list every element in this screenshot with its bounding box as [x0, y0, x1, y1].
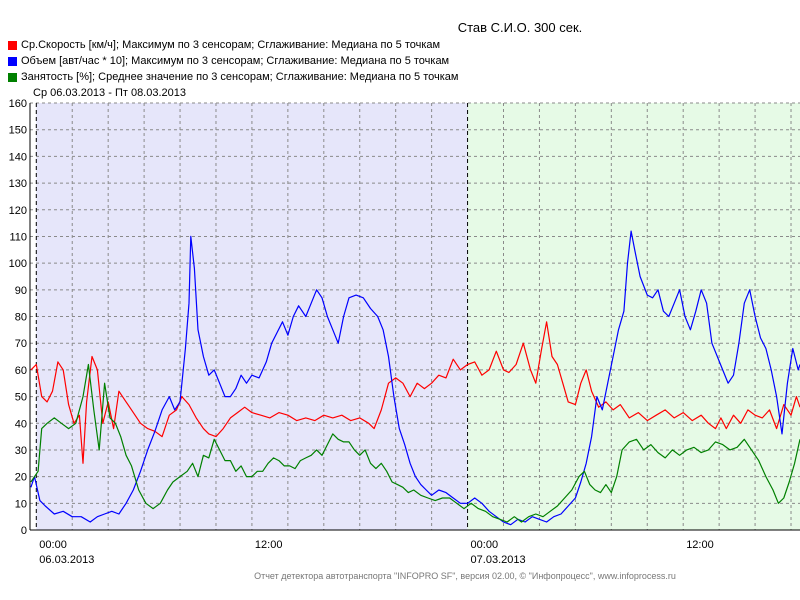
y-tick-label: 100: [9, 258, 27, 270]
y-tick-label: 20: [15, 472, 27, 484]
y-tick-label: 110: [9, 231, 27, 243]
chart-legend: Ср.Скорость [км/ч]; Максимум по 3 сенсор…: [8, 37, 458, 85]
y-tick-labels: 0 10 20 30 40 50 60 70 80 90 100 110 120 130 140 150 160: [9, 98, 27, 537]
y-tick-label: 10: [15, 498, 27, 510]
x-tick-label: 00:00: [39, 539, 67, 551]
y-tick-label: 70: [15, 338, 27, 350]
y-tick-label: 30: [15, 445, 27, 457]
y-tick-label: 120: [9, 205, 27, 217]
grid-lines: [30, 102, 800, 531]
y-tick-label: 140: [9, 151, 27, 163]
y-tick-label: 50: [15, 392, 27, 404]
y-tick-label: 80: [15, 312, 27, 324]
y-tick-label: 40: [15, 418, 27, 430]
legend-swatch-speed: [8, 40, 17, 50]
legend-item-volume: Объем [авт/час * 10]; Максимум по 3 сенс…: [8, 53, 458, 69]
series-line-volume: [30, 230, 800, 526]
legend-label-volume: Объем [авт/час * 10]; Максимум по 3 сенс…: [21, 55, 450, 67]
legend-swatch-volume: [8, 56, 17, 66]
legend-item-occupancy: Занятость [%]; Среднее значение по 3 сен…: [8, 69, 458, 85]
legend-swatch-occupancy: [8, 72, 17, 82]
legend-item-speed: Ср.Скорость [км/ч]; Максимум по 3 сенсор…: [8, 37, 458, 53]
axes: [29, 103, 800, 531]
legend-label-occupancy: Занятость [%]; Среднее значение по 3 сен…: [21, 71, 459, 83]
y-tick-label: 150: [9, 125, 27, 137]
y-tick-label: 130: [9, 178, 27, 190]
y-tick-label: 90: [15, 285, 27, 297]
footer-note: Отчет детектора автотранспорта "INFOPRO …: [254, 571, 676, 581]
x-tick-label: 00:00: [471, 539, 499, 551]
legend-label-speed: Ср.Скорость [км/ч]; Максимум по 3 сенсор…: [21, 39, 441, 51]
y-tick-label: 60: [15, 365, 27, 377]
y-tick-label: 0: [21, 525, 27, 537]
x-tick-label: 12:00: [686, 539, 714, 551]
x-tick-label: 12:00: [255, 539, 283, 551]
series-line-occupancy: [30, 363, 800, 523]
series-lines: [30, 230, 800, 526]
x-tick-labels: 00:00 06.03.2013 12:00 00:00 07.03.2013 12:00: [39, 539, 713, 566]
y-tick-label: 160: [9, 98, 27, 110]
date-range-label: Ср 06.03.2013 - Пт 08.03.2013: [33, 87, 187, 99]
chart-title: Став С.И.О. 300 сек.: [457, 20, 583, 35]
x-tick-date: 07.03.2013: [471, 554, 526, 566]
x-tick-date: 06.03.2013: [39, 554, 94, 566]
series-line-speed: [30, 321, 800, 464]
